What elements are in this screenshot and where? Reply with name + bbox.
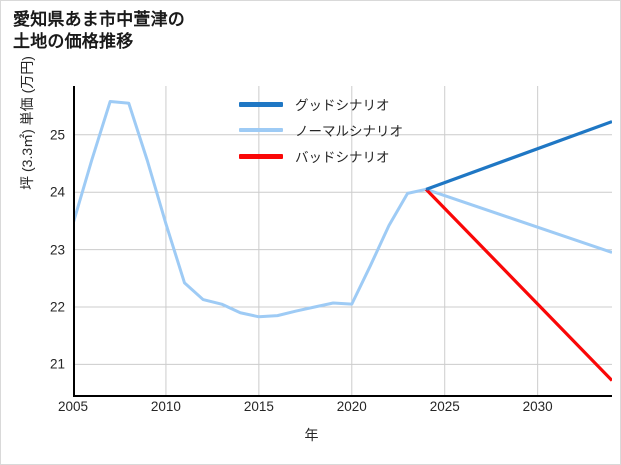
gridlines [73,86,612,396]
x-tick-label: 2010 [150,399,181,414]
legend-label: ノーマルシナリオ [295,124,403,139]
x-tick-label: 2030 [522,399,553,414]
legend-label: バッドシナリオ [295,150,390,165]
series-lines [73,100,612,382]
legend-swatch [239,128,283,132]
legend-item[interactable]: バッドシナリオ [239,143,449,169]
x-tick-label: 2020 [336,399,367,414]
legend-item[interactable]: グッドシナリオ [239,91,449,117]
legend-item[interactable]: ノーマルシナリオ [239,117,449,143]
y-tick-label: 22 [49,299,65,315]
series-line-bad [424,188,612,382]
legend-label: グッドシナリオ [295,98,390,113]
y-tick-label: 23 [49,242,65,258]
plot-svg [73,86,612,396]
chart-legend: グッドシナリオ ノーマルシナリオ バッドシナリオ [239,91,449,169]
x-axis-spine [73,395,612,397]
legend-swatch [239,153,283,159]
x-tick-label: 2005 [57,399,89,414]
plot-area [73,86,612,397]
series-line-good [425,120,612,191]
legend-swatch [239,101,283,107]
x-axis-label: 年 [304,427,319,443]
series-line-normal [73,100,612,319]
x-tick-label: 2015 [243,399,274,414]
chart-title: 愛知県あま市中萱津の 土地の価格推移 [13,10,185,52]
x-tick-label: 2025 [429,399,460,414]
y-axis-spine [73,86,75,396]
y-tick-label: 24 [49,184,65,200]
y-tick-label: 21 [49,356,65,372]
y-tick-label: 25 [49,127,65,143]
